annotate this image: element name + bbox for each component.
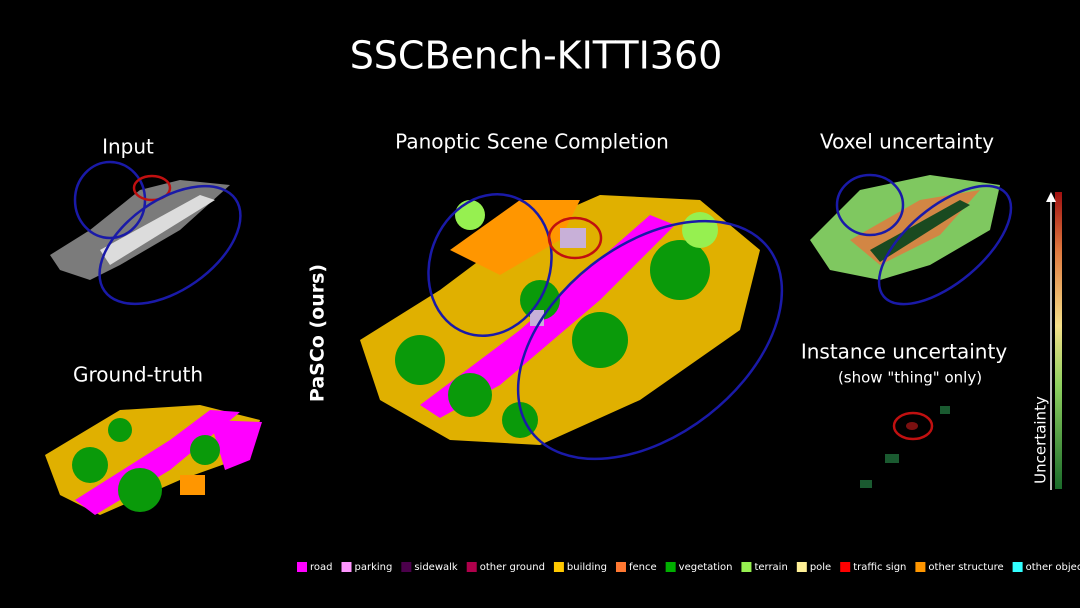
- colorbar: Uncertainty: [1032, 192, 1062, 490]
- legend-swatch: [341, 562, 352, 572]
- legend-label: vegetation: [679, 562, 733, 573]
- legend-swatch: [915, 562, 926, 572]
- legend-label: other object: [1026, 562, 1080, 573]
- legend-swatch: [615, 562, 626, 572]
- voxel-uncertainty-scene: [810, 173, 1013, 306]
- legend-label: building: [567, 562, 607, 573]
- legend-swatch: [796, 562, 807, 572]
- legend-swatch: [466, 562, 477, 572]
- legend-swatch: [1012, 562, 1023, 572]
- main-scene: [360, 193, 784, 461]
- legend-swatch: [741, 562, 752, 572]
- legend-swatch: [297, 562, 307, 572]
- legend-swatch: [840, 562, 851, 572]
- legend-label: other ground: [480, 562, 545, 573]
- panel-title: Voxel uncertainty: [820, 130, 994, 154]
- legend-swatch: [553, 562, 564, 572]
- input-scene: [50, 160, 242, 306]
- ground-truth-scene: [45, 405, 262, 515]
- legend-label: other structure: [928, 562, 1003, 573]
- legend-label: road: [310, 562, 333, 573]
- colorbar-label: Uncertainty: [1032, 396, 1050, 484]
- panel-subtitle: (show "thing" only): [838, 369, 982, 387]
- legend-swatch: [401, 562, 412, 572]
- panel-title: Input: [102, 135, 154, 159]
- legend: road parking sidewalk other ground building f…: [297, 562, 1080, 573]
- legend-swatch: [665, 562, 676, 572]
- legend-label: traffic sign: [853, 562, 906, 573]
- legend-label: pole: [810, 562, 831, 573]
- panel-title: Instance uncertainty: [801, 340, 1007, 364]
- slide-title: SSCBench-KITTI360: [350, 34, 723, 78]
- method-label: PaSCo (ours): [307, 264, 329, 402]
- panel-title: Ground-truth: [73, 363, 203, 387]
- instance-uncertainty-scene: [860, 406, 950, 488]
- panel-title: Panoptic Scene Completion: [395, 130, 669, 154]
- legend-label: sidewalk: [414, 562, 458, 573]
- legend-label: parking: [355, 562, 393, 573]
- legend-label: terrain: [754, 562, 787, 573]
- legend-label: fence: [629, 562, 657, 573]
